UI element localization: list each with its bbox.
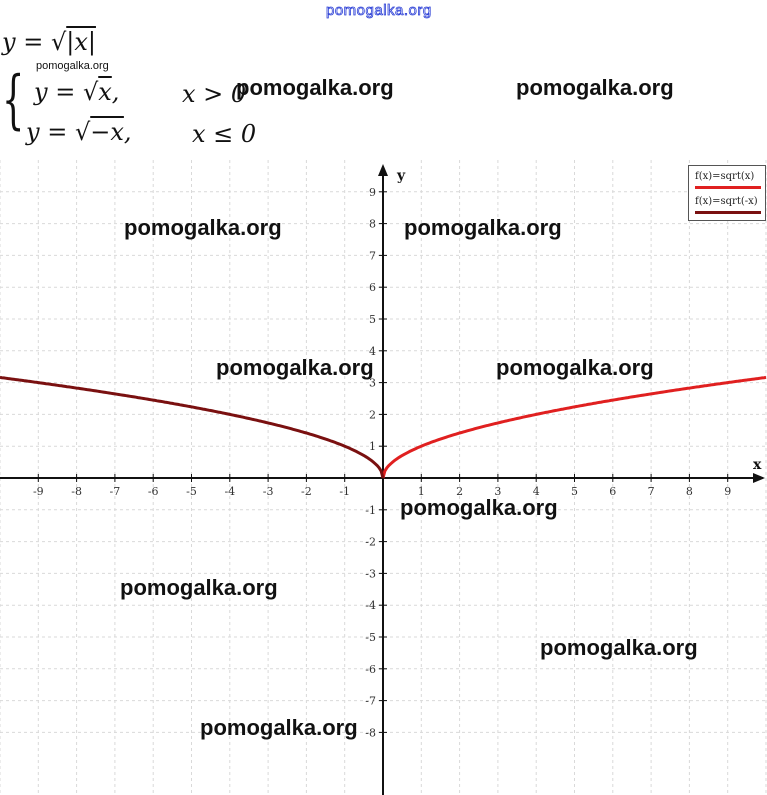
- y-tick-label: -7: [365, 695, 376, 708]
- watermark: pomogalka.org: [200, 715, 358, 740]
- formula-case-2-lhs: y =: [26, 118, 75, 146]
- formula-main-lhs: y =: [2, 28, 51, 56]
- x-tick-label: 7: [648, 485, 655, 498]
- sqrt-symbol-icon: √: [50, 28, 67, 56]
- y-axis-label: y: [396, 168, 406, 184]
- watermark-top: pomogalka.org: [326, 2, 432, 20]
- y-tick-label: 8: [369, 218, 376, 231]
- legend-label-sqrt-x: f(x)=sqrt(x): [695, 171, 755, 182]
- legend-swatch-sqrt-x: [695, 186, 761, 189]
- y-tick-label: 5: [369, 313, 376, 326]
- y-tick-label: -6: [365, 663, 376, 676]
- y-axis-arrow-icon: [378, 164, 388, 176]
- x-tick-label: -8: [71, 485, 82, 498]
- y-tick-label: 7: [369, 249, 376, 262]
- legend-label-sqrt-neg-x: f(x)=sqrt(-x): [695, 196, 758, 207]
- series-line-sqrt-x: [381, 375, 767, 479]
- legend-item-sqrt-x: f(x)=sqrt(x): [689, 166, 765, 191]
- x-axis-arrow-icon: [753, 473, 765, 483]
- y-tick-label: 3: [369, 377, 376, 390]
- y-tick-label: -4: [365, 599, 376, 612]
- x-tick-label: 6: [609, 485, 616, 498]
- formula-case-1-condition: x > 0: [182, 80, 247, 108]
- y-tick-label: -2: [365, 536, 376, 549]
- watermark: pomogalka.org: [120, 575, 278, 600]
- watermark: pomogalka.org: [124, 215, 282, 240]
- x-tick-label: -3: [263, 485, 274, 498]
- formula-case-1-lhs: y =: [34, 78, 83, 106]
- sqrt-symbol-icon: √: [74, 118, 91, 146]
- y-tick-label: 9: [369, 186, 376, 199]
- y-tick-label: 6: [369, 281, 376, 294]
- x-tick-label: 4: [533, 485, 540, 498]
- y-tick-label: -3: [365, 567, 376, 580]
- formula-main: y = √|x|: [2, 28, 96, 56]
- y-tick-label: -5: [365, 631, 376, 644]
- series-line-sqrt-neg-x: [0, 375, 385, 479]
- x-tick-label: 1: [418, 485, 425, 498]
- y-tick-label: -1: [365, 504, 376, 517]
- x-tick-label: -9: [33, 485, 44, 498]
- sqrt-symbol-icon: √: [82, 78, 99, 106]
- y-tick-label: -8: [365, 726, 376, 739]
- y-tick-label: 2: [369, 408, 376, 421]
- brace-icon: {: [2, 63, 25, 137]
- x-tick-label: 3: [494, 485, 501, 498]
- x-axis-label: x: [753, 457, 762, 473]
- legend-swatch-sqrt-neg-x: [695, 211, 761, 214]
- formula-case-1: y = √x,: [34, 78, 119, 106]
- watermark: pomogalka.org: [236, 75, 394, 100]
- watermark: pomogalka.org: [540, 635, 698, 660]
- formula-case-2-condition: x ≤ 0: [192, 120, 257, 148]
- x-tick-label: -1: [339, 485, 350, 498]
- formula-case-1-tail: ,: [111, 78, 120, 106]
- x-tick-label: -5: [186, 485, 197, 498]
- x-tick-label: 8: [686, 485, 693, 498]
- x-tick-label: 2: [456, 485, 463, 498]
- formula-case-1-rhs: x: [98, 78, 112, 106]
- formula-case-2-tail: ,: [123, 118, 132, 146]
- y-tick-label: 4: [369, 345, 376, 358]
- x-tick-label: 5: [571, 485, 578, 498]
- plot-axis-labels: xy: [396, 168, 762, 473]
- watermark: pomogalka.org: [516, 75, 674, 100]
- watermark: pomogalka.org: [216, 355, 374, 380]
- formula-case-2: y = √−x,: [26, 118, 132, 146]
- x-tick-label: -2: [301, 485, 312, 498]
- formula-main-rhs: |x|: [66, 28, 96, 56]
- x-tick-label: -4: [224, 485, 235, 498]
- watermark: pomogalka.org: [496, 355, 654, 380]
- plot-grid: [0, 160, 767, 795]
- x-tick-label: -7: [110, 485, 121, 498]
- watermark: pomogalka.org: [404, 215, 562, 240]
- chart-legend: f(x)=sqrt(x) f(x)=sqrt(-x): [688, 165, 766, 221]
- y-tick-label: 1: [369, 440, 376, 453]
- watermark: pomogalka.org: [400, 495, 558, 520]
- formula-case-2-rhs: −x: [90, 118, 124, 146]
- legend-item-sqrt-neg-x: f(x)=sqrt(-x): [689, 191, 765, 216]
- x-tick-label: 9: [724, 485, 731, 498]
- plot-curves: [0, 375, 767, 479]
- plot-ticks: -9 -8 -7 -6 -5 -4 -3 -2 -1 1 2 3 4 5 6 7 8 9 -8 -7 -6 -5 -4 -3 -…: [33, 186, 731, 740]
- function-plot: -9 -8 -7 -6 -5 -4 -3 -2 -1 1 2 3 4 5 6 7 8 9 -8 -7 -6 -5 -4 -3 -…: [0, 160, 767, 795]
- watermark-small: pomogalka.org: [36, 60, 109, 72]
- x-tick-label: -6: [148, 485, 159, 498]
